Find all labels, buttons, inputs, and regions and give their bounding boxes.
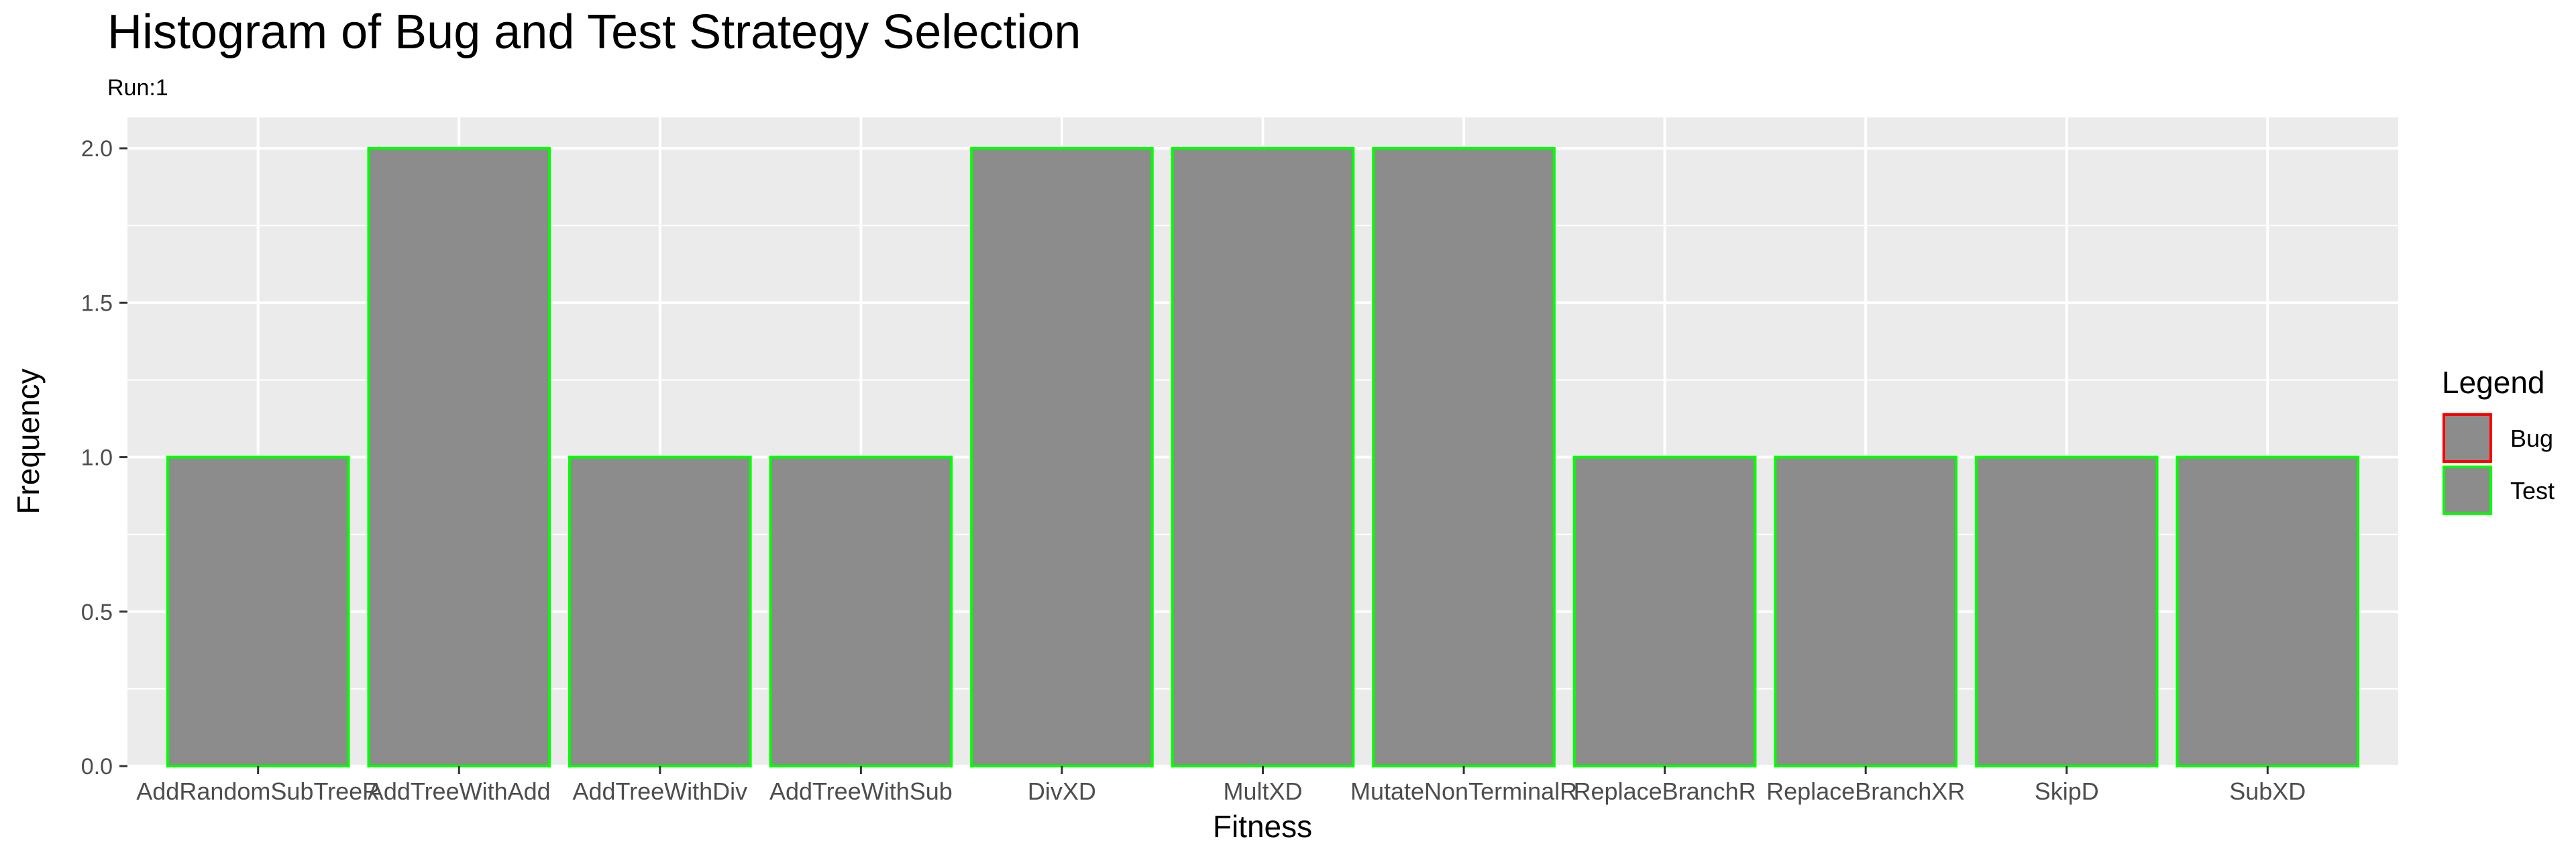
y-axis-label: Frequency xyxy=(11,368,46,514)
y-tick-label: 0.5 xyxy=(81,600,113,625)
chart-title: Histogram of Bug and Test Strategy Selec… xyxy=(107,5,1081,59)
y-tick-label: 1.0 xyxy=(81,445,113,471)
bar xyxy=(1572,455,1757,767)
legend-key xyxy=(2443,466,2492,515)
bar xyxy=(769,455,953,767)
y-tick-label: 0.0 xyxy=(81,754,113,779)
bars xyxy=(166,147,2360,768)
x-tick-label: AddTreeWithDiv xyxy=(572,777,747,805)
x-tick-label: MutateNonTerminalR xyxy=(1350,777,1577,805)
legend-key xyxy=(2443,413,2492,463)
y-axis: 0.0 0.5 1.0 1.5 2.0 xyxy=(81,136,127,779)
x-tick-label: MultXD xyxy=(1223,777,1302,805)
bar xyxy=(1774,455,1957,767)
bar xyxy=(1171,147,1355,768)
x-tick-label: AddRandomSubTreeR xyxy=(136,777,380,805)
legend-label: Test xyxy=(2510,477,2555,504)
legend-label: Bug xyxy=(2510,425,2553,452)
x-axis-label: Fitness xyxy=(1213,809,1312,844)
x-tick-label: ReplaceBranchXR xyxy=(1766,777,1965,805)
x-tick-label: DivXD xyxy=(1028,777,1096,805)
x-tick-label: AddTreeWithAdd xyxy=(368,777,551,805)
x-tick-label: ReplaceBranchR xyxy=(1574,777,1756,805)
y-tick-label: 2.0 xyxy=(81,136,113,162)
y-tick-label: 1.5 xyxy=(81,290,113,316)
bar xyxy=(970,147,1154,768)
legend: Legend Bug Test xyxy=(2442,365,2555,515)
x-tick-label: AddTreeWithSub xyxy=(769,777,953,805)
bar xyxy=(568,455,752,767)
bar xyxy=(1974,455,2159,767)
x-tick-label: SkipD xyxy=(2035,777,2099,805)
chart-subtitle: Run:1 xyxy=(107,75,168,101)
bar xyxy=(1372,147,1556,768)
bar xyxy=(367,147,551,768)
bar xyxy=(2176,455,2360,767)
x-tick-label: SubXD xyxy=(2229,777,2306,805)
legend-title: Legend xyxy=(2442,365,2545,400)
bar xyxy=(166,455,350,767)
